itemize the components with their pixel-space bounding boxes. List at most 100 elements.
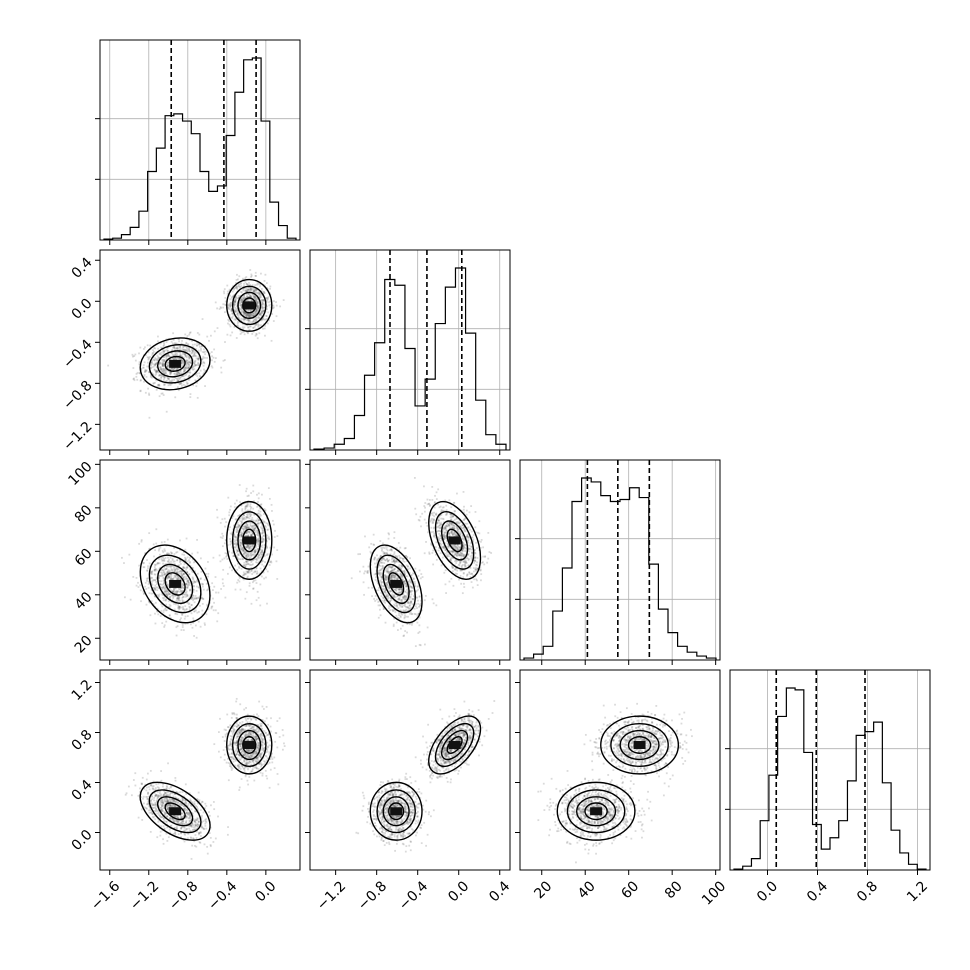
sample-point bbox=[398, 556, 401, 559]
sample-point bbox=[171, 351, 174, 354]
sample-point bbox=[398, 561, 401, 563]
sample-point bbox=[243, 548, 246, 551]
sample-point bbox=[245, 516, 248, 519]
sample-point bbox=[475, 547, 478, 550]
sample-point bbox=[155, 388, 158, 391]
sample-point bbox=[187, 579, 190, 582]
sample-point bbox=[206, 603, 208, 606]
sample-point bbox=[227, 307, 230, 310]
sample-point bbox=[456, 530, 459, 532]
sample-point bbox=[257, 307, 259, 310]
sample-point bbox=[243, 294, 245, 297]
sample-point bbox=[262, 531, 264, 534]
sample-point bbox=[179, 578, 181, 581]
sample-point bbox=[181, 613, 184, 616]
sample-point bbox=[249, 521, 252, 524]
sample-point bbox=[243, 280, 246, 282]
sample-point bbox=[155, 369, 158, 372]
sample-point bbox=[148, 562, 151, 565]
sample-point bbox=[239, 501, 241, 503]
sample-point bbox=[455, 534, 458, 537]
sample-point bbox=[253, 318, 256, 321]
sample-point bbox=[391, 577, 393, 580]
sample-point bbox=[181, 570, 183, 573]
sample-point bbox=[257, 304, 259, 307]
sample-point bbox=[243, 563, 246, 566]
sample-point bbox=[178, 372, 181, 375]
sample-point bbox=[168, 606, 171, 609]
sample-point bbox=[443, 536, 446, 539]
sample-point bbox=[249, 544, 252, 546]
sample-point bbox=[179, 549, 182, 551]
sample-point bbox=[247, 494, 250, 497]
sample-point bbox=[461, 552, 464, 555]
sample-point bbox=[183, 610, 186, 613]
sample-point bbox=[229, 538, 232, 540]
sample-point bbox=[475, 541, 477, 544]
sample-point bbox=[251, 558, 254, 561]
sample-point bbox=[458, 560, 461, 563]
sample-point bbox=[451, 550, 453, 553]
sample-point bbox=[234, 284, 237, 287]
sample-point bbox=[466, 557, 469, 560]
sample-point bbox=[176, 625, 179, 627]
sample-point bbox=[231, 517, 234, 519]
sample-point bbox=[166, 347, 169, 349]
sample-point bbox=[243, 561, 246, 564]
sample-point bbox=[190, 359, 193, 362]
sample-point bbox=[237, 550, 240, 552]
sample-point bbox=[232, 294, 235, 297]
sample-point bbox=[163, 350, 165, 353]
sample-point bbox=[386, 552, 388, 554]
sample-point bbox=[158, 580, 160, 582]
sample-point bbox=[399, 609, 402, 612]
sample-point bbox=[242, 312, 245, 315]
sample-point bbox=[426, 626, 429, 629]
sample-point bbox=[175, 634, 178, 637]
sample-point bbox=[261, 551, 264, 553]
sample-point bbox=[193, 610, 196, 613]
sample-point bbox=[173, 560, 176, 563]
sample-point bbox=[437, 529, 440, 532]
sample-point bbox=[465, 547, 468, 550]
sample-point bbox=[162, 356, 165, 359]
sample-point bbox=[246, 504, 248, 506]
sample-point bbox=[389, 566, 392, 569]
sample-point bbox=[244, 312, 247, 314]
sample-point bbox=[195, 585, 198, 588]
sample-point bbox=[199, 578, 202, 580]
sample-point bbox=[446, 556, 448, 559]
sample-point bbox=[168, 603, 171, 606]
sample-point bbox=[244, 287, 247, 290]
sample-point bbox=[265, 546, 268, 549]
sample-point bbox=[245, 513, 248, 516]
sample-point bbox=[473, 557, 476, 559]
sample-point bbox=[407, 615, 409, 618]
sample-point bbox=[248, 584, 251, 587]
sample-point bbox=[163, 584, 166, 587]
sample-point bbox=[267, 297, 270, 300]
sample-point bbox=[206, 366, 209, 369]
sample-point bbox=[248, 316, 251, 319]
sample-point bbox=[213, 360, 216, 363]
sample-point bbox=[246, 530, 249, 533]
sample-point bbox=[252, 529, 255, 531]
sample-point bbox=[165, 587, 168, 590]
sample-point bbox=[223, 290, 225, 293]
sample-point bbox=[396, 555, 399, 558]
sample-point bbox=[262, 529, 264, 532]
sample-point bbox=[246, 555, 249, 558]
sample-point bbox=[464, 517, 466, 520]
sample-point bbox=[397, 588, 400, 591]
sample-point bbox=[254, 311, 257, 314]
sample-point bbox=[394, 555, 397, 558]
sample-point bbox=[143, 380, 145, 383]
sample-point bbox=[385, 589, 388, 592]
sample-point bbox=[397, 598, 400, 601]
sample-point bbox=[261, 549, 264, 552]
sample-point bbox=[380, 567, 383, 570]
sample-point bbox=[386, 571, 389, 574]
sample-point bbox=[181, 362, 184, 364]
sample-point bbox=[388, 555, 390, 558]
sample-point bbox=[399, 576, 402, 578]
